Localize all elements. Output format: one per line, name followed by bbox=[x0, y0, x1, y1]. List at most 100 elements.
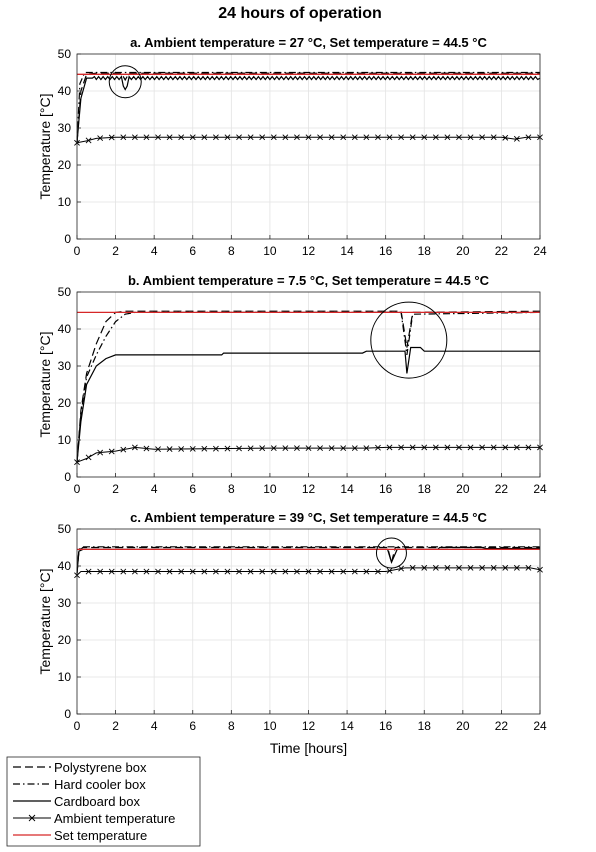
panel-title: a. Ambient temperature = 27 °C, Set temp… bbox=[130, 35, 487, 50]
x-tick-label: 24 bbox=[533, 482, 547, 496]
ambient-marker bbox=[409, 564, 416, 571]
ambient-marker bbox=[85, 568, 92, 575]
ambient-marker bbox=[294, 134, 300, 141]
x-tick-label: 2 bbox=[112, 482, 119, 496]
x-tick-label: 12 bbox=[302, 482, 316, 496]
x-tick-label: 18 bbox=[418, 719, 432, 733]
legend-label: Set temperature bbox=[54, 828, 147, 843]
legend-label: Cardboard box bbox=[54, 794, 140, 809]
ambient-marker bbox=[97, 135, 104, 142]
ambient-marker bbox=[120, 568, 127, 575]
ambient-marker bbox=[201, 134, 208, 141]
y-tick-label: 0 bbox=[64, 470, 71, 484]
x-tick-label: 4 bbox=[151, 719, 158, 733]
ambient-marker bbox=[479, 564, 486, 571]
ambient-marker bbox=[467, 564, 474, 571]
ambient-marker bbox=[108, 448, 115, 455]
y-tick-label: 20 bbox=[58, 396, 72, 410]
ambient-marker bbox=[282, 568, 289, 575]
ambient-marker bbox=[317, 568, 323, 575]
ambient-marker bbox=[108, 134, 115, 141]
ambient-marker bbox=[155, 446, 161, 453]
ambient-marker bbox=[409, 134, 416, 141]
y-tick-label: 30 bbox=[58, 121, 72, 135]
y-axis-label: Temperature [°C] bbox=[37, 94, 53, 200]
x-tick-label: 16 bbox=[379, 719, 393, 733]
series-hard-cooler-box bbox=[76, 71, 540, 143]
ambient-marker bbox=[456, 134, 462, 141]
legend: Polystyrene box Hard cooler box Cardboard … bbox=[6, 756, 201, 847]
ambient-marker bbox=[259, 134, 266, 141]
y-tick-label: 0 bbox=[64, 232, 71, 246]
x-tick-label: 4 bbox=[151, 482, 158, 496]
x-tick-label: 20 bbox=[456, 719, 470, 733]
ambient-marker bbox=[282, 134, 289, 141]
ambient-marker bbox=[386, 444, 393, 451]
ambient-marker bbox=[97, 568, 104, 575]
ambient-marker bbox=[363, 445, 370, 452]
ambient-marker bbox=[259, 568, 266, 575]
series-polystyrene-box bbox=[76, 546, 540, 574]
ambient-marker bbox=[224, 568, 231, 575]
panel-title: b. Ambient temperature = 7.5 °C, Set tem… bbox=[128, 273, 490, 288]
ambient-marker bbox=[305, 134, 312, 141]
y-tick-label: 20 bbox=[58, 633, 72, 647]
ambient-marker bbox=[502, 134, 509, 141]
ambient-marker bbox=[317, 134, 323, 141]
y-tick-label: 10 bbox=[58, 670, 72, 684]
ambient-marker bbox=[490, 134, 497, 141]
x-tick-label: 22 bbox=[495, 482, 509, 496]
ambient-marker bbox=[201, 568, 208, 575]
ambient-marker bbox=[282, 445, 289, 452]
ambient-marker bbox=[386, 134, 393, 141]
ambient-marker bbox=[294, 568, 300, 575]
x-tick-label: 10 bbox=[263, 482, 277, 496]
ambient-marker bbox=[131, 444, 138, 451]
y-axis-label: Temperature [°C] bbox=[37, 332, 53, 438]
y-tick-label: 40 bbox=[58, 559, 72, 573]
x-tick-label: 6 bbox=[189, 244, 196, 258]
ambient-marker bbox=[525, 564, 532, 571]
ambient-marker bbox=[236, 134, 242, 141]
ambient-marker bbox=[351, 568, 358, 575]
ambient-marker bbox=[490, 564, 497, 571]
x-tick-label: 10 bbox=[263, 719, 277, 733]
ambient-marker bbox=[97, 449, 104, 456]
ambient-marker bbox=[490, 444, 497, 451]
ambient-marker bbox=[143, 568, 150, 575]
x-axis-label: Time [hours] bbox=[270, 740, 347, 756]
ambient-marker bbox=[270, 445, 277, 452]
legend-label: Hard cooler box bbox=[54, 777, 146, 792]
x-tick-label: 0 bbox=[74, 244, 81, 258]
x-tick-label: 24 bbox=[533, 244, 547, 258]
ambient-marker bbox=[456, 444, 462, 451]
ambient-marker bbox=[467, 134, 474, 141]
ambient-marker bbox=[479, 444, 486, 451]
ambient-marker bbox=[328, 445, 335, 452]
ambient-marker bbox=[212, 134, 219, 141]
y-tick-label: 30 bbox=[58, 359, 72, 373]
ambient-marker bbox=[432, 134, 439, 141]
ambient-marker bbox=[166, 446, 173, 453]
ambient-marker bbox=[444, 564, 451, 571]
ambient-marker bbox=[409, 444, 416, 451]
ambient-marker bbox=[189, 568, 196, 575]
ambient-marker bbox=[155, 134, 161, 141]
ambient-marker bbox=[189, 134, 196, 141]
x-tick-label: 2 bbox=[112, 719, 119, 733]
series-hard-cooler-box bbox=[76, 311, 541, 463]
x-tick-label: 8 bbox=[228, 719, 235, 733]
x-tick-label: 10 bbox=[263, 244, 277, 258]
ambient-marker bbox=[317, 445, 323, 452]
ambient-marker bbox=[421, 134, 428, 141]
ambient-marker bbox=[259, 445, 266, 452]
x-tick-label: 16 bbox=[379, 482, 393, 496]
y-tick-label: 50 bbox=[58, 47, 72, 61]
ambient-marker bbox=[421, 564, 428, 571]
ambient-marker bbox=[294, 445, 300, 452]
ambient-marker bbox=[247, 445, 254, 452]
